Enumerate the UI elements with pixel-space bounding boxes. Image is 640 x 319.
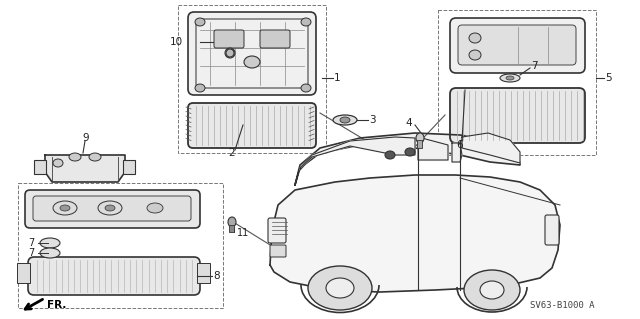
Polygon shape (45, 155, 125, 182)
Polygon shape (300, 137, 415, 170)
FancyBboxPatch shape (28, 257, 200, 295)
Ellipse shape (195, 84, 205, 92)
Polygon shape (452, 143, 462, 162)
Polygon shape (270, 175, 560, 292)
Ellipse shape (40, 248, 60, 258)
Ellipse shape (53, 159, 63, 167)
Bar (17, 263, 30, 283)
FancyBboxPatch shape (545, 215, 559, 245)
Text: 3: 3 (369, 115, 376, 125)
Ellipse shape (226, 49, 234, 57)
Text: FR.: FR. (47, 300, 67, 310)
Ellipse shape (480, 281, 504, 299)
Ellipse shape (301, 84, 311, 92)
Ellipse shape (340, 117, 350, 123)
Ellipse shape (326, 278, 354, 298)
Bar (227, 50, 233, 53)
Text: 4: 4 (405, 118, 412, 128)
FancyBboxPatch shape (188, 103, 316, 148)
Ellipse shape (416, 133, 424, 143)
Ellipse shape (147, 203, 163, 213)
Text: 5: 5 (605, 73, 612, 83)
Bar (197, 263, 210, 283)
Text: 8: 8 (213, 271, 220, 281)
Polygon shape (418, 137, 448, 160)
Text: 7: 7 (28, 238, 35, 248)
Ellipse shape (105, 205, 115, 211)
Polygon shape (462, 133, 520, 163)
FancyBboxPatch shape (260, 30, 290, 48)
Ellipse shape (500, 74, 520, 82)
Ellipse shape (469, 33, 481, 43)
Text: 10: 10 (170, 37, 183, 47)
Ellipse shape (301, 18, 311, 26)
Bar (18, 183, 223, 308)
Ellipse shape (40, 238, 60, 248)
Text: 2: 2 (228, 148, 235, 158)
Ellipse shape (333, 115, 357, 125)
FancyBboxPatch shape (188, 12, 316, 95)
Bar (123, 160, 135, 174)
Bar (438, 10, 596, 155)
Ellipse shape (506, 76, 514, 80)
FancyBboxPatch shape (25, 190, 200, 228)
Text: SV63-B1000 A: SV63-B1000 A (531, 301, 595, 310)
Ellipse shape (469, 50, 481, 60)
FancyBboxPatch shape (270, 245, 286, 257)
Ellipse shape (225, 48, 235, 58)
Text: 1: 1 (334, 73, 340, 83)
Ellipse shape (228, 217, 236, 227)
FancyBboxPatch shape (458, 25, 576, 65)
Ellipse shape (464, 270, 520, 310)
Ellipse shape (53, 201, 77, 215)
FancyBboxPatch shape (268, 218, 286, 243)
Bar (229, 225, 234, 232)
Ellipse shape (98, 201, 122, 215)
Ellipse shape (69, 153, 81, 161)
Ellipse shape (308, 266, 372, 310)
Text: 7: 7 (28, 248, 35, 258)
Ellipse shape (195, 18, 205, 26)
Ellipse shape (60, 205, 70, 211)
FancyBboxPatch shape (33, 196, 191, 221)
FancyBboxPatch shape (214, 30, 244, 48)
Text: 7: 7 (531, 61, 538, 71)
Text: 9: 9 (82, 133, 88, 143)
Bar (34, 160, 46, 174)
Bar (178, 5, 326, 153)
FancyBboxPatch shape (450, 18, 585, 73)
Bar (417, 140, 422, 148)
Ellipse shape (244, 56, 260, 68)
FancyBboxPatch shape (450, 88, 585, 143)
Text: 11: 11 (237, 228, 249, 238)
Ellipse shape (89, 153, 101, 161)
Ellipse shape (385, 151, 395, 159)
Ellipse shape (405, 148, 415, 156)
Text: 6: 6 (456, 140, 463, 150)
Polygon shape (295, 133, 520, 185)
